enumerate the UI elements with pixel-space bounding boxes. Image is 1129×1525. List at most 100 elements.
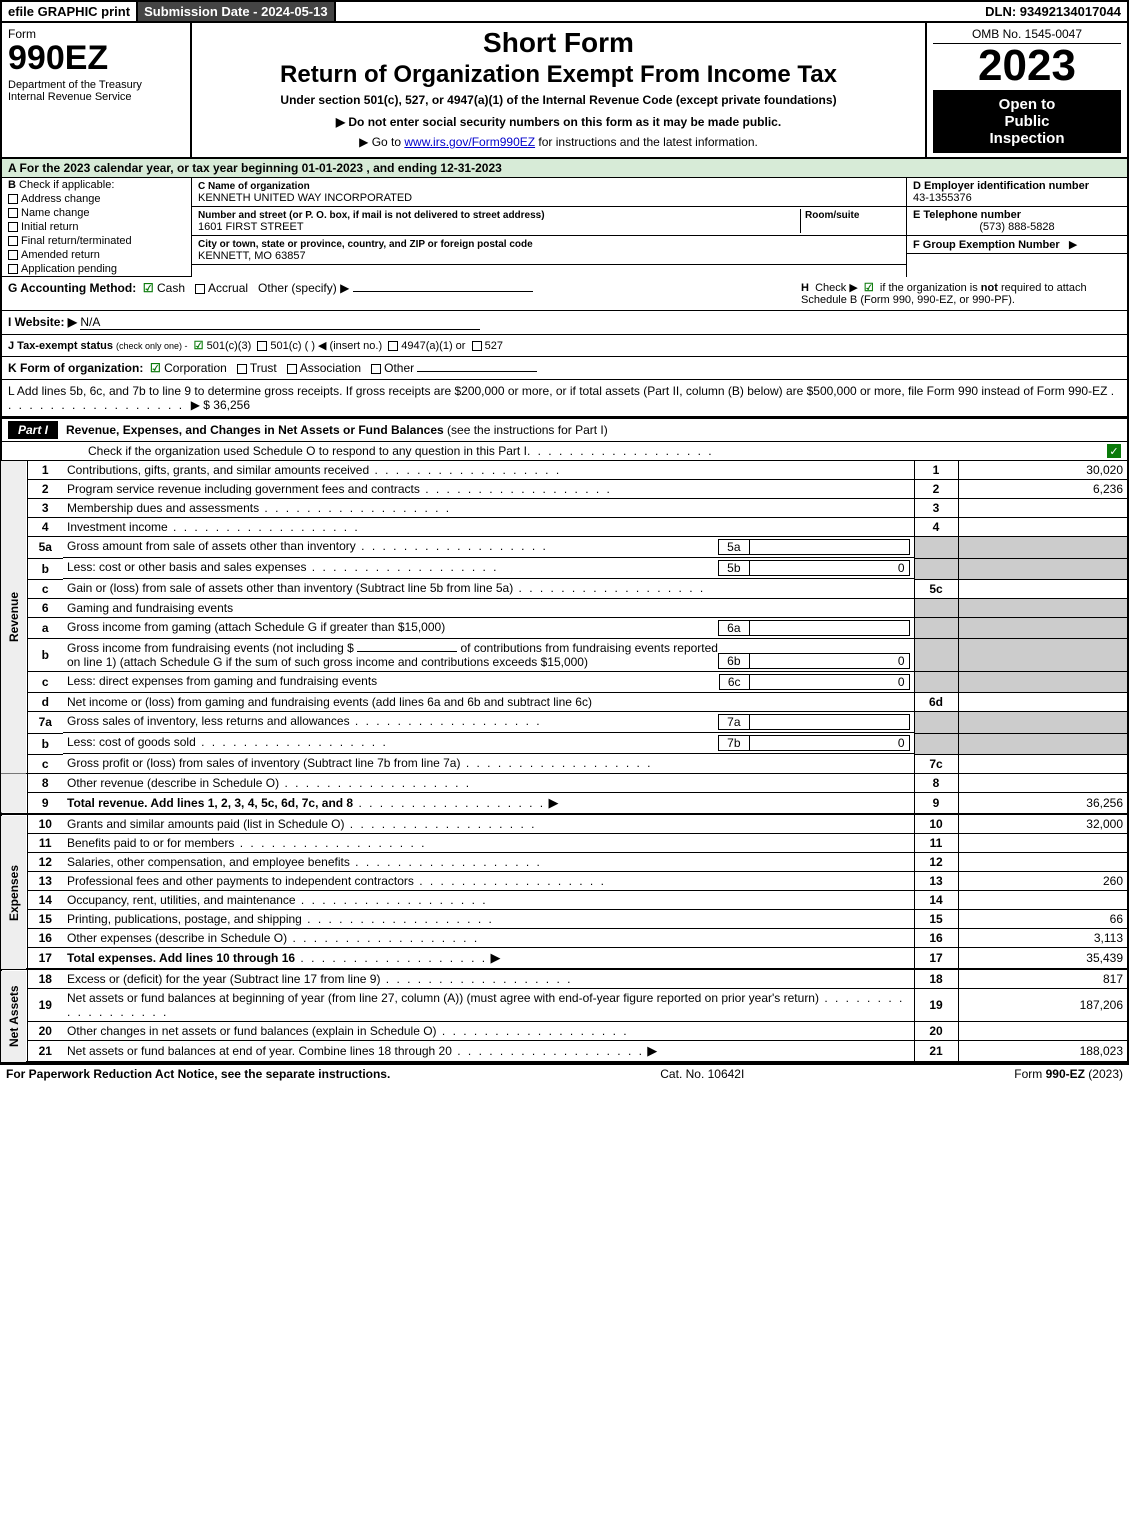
org-city: KENNETT, MO 63857 (198, 250, 306, 262)
expenses-side-label: Expenses (1, 815, 27, 969)
line-amount: 6,236 (958, 480, 1128, 499)
line-a-begin: 01-01-2023 (302, 161, 363, 175)
line-ref: 7c (914, 754, 958, 773)
c-label: C Name of organization (198, 181, 310, 192)
h-text2: if the organization is (880, 282, 981, 294)
line-ref-shaded (914, 733, 958, 754)
open-line1: Open to (935, 96, 1119, 113)
org-name: KENNETH UNITED WAY INCORPORATED (198, 192, 412, 204)
line-num: c (27, 671, 63, 693)
line-ref: 9 (914, 792, 958, 814)
open-to-public-box: Open to Public Inspection (933, 90, 1121, 153)
line-a-prefix: A For the 2023 calendar year, or tax yea… (8, 161, 302, 175)
line-l-block: L Add lines 5b, 6c, and 7b to line 9 to … (0, 380, 1129, 417)
line-num: 9 (27, 792, 63, 814)
ein-value: 43-1355376 (913, 192, 972, 204)
mini-value (750, 620, 910, 636)
checkbox-4947[interactable] (388, 341, 398, 351)
line-amount-shaded (958, 558, 1128, 579)
line-amount: 3,113 (958, 928, 1128, 947)
checkbox-application-pending[interactable] (8, 264, 18, 274)
org-address: 1601 FIRST STREET (198, 221, 304, 233)
checkbox-name-change[interactable] (8, 208, 18, 218)
line-desc: Program service revenue including govern… (67, 482, 420, 496)
k-other-field[interactable] (417, 371, 537, 372)
top-bar: efile GRAPHIC print Submission Date - 20… (0, 0, 1129, 23)
checkbox-amended-return[interactable] (8, 250, 18, 260)
g-accrual: Accrual (208, 281, 248, 295)
schedule-o-checkbox[interactable]: ✓ (1107, 444, 1121, 458)
checkbox-assoc[interactable] (287, 364, 297, 374)
info-grid: B Check if applicable: Address change Na… (0, 178, 1129, 277)
line-a-end: 12-31-2023 (440, 161, 501, 175)
form-ref-year: (2023) (1085, 1067, 1123, 1081)
mini-value: 0 (750, 560, 910, 576)
dots (356, 539, 548, 553)
checkbox-initial-return[interactable] (8, 222, 18, 232)
form-header: Form 990EZ Department of the Treasury In… (0, 23, 1129, 159)
efile-print-button[interactable]: efile GRAPHIC print (2, 2, 138, 21)
b-item-0: Address change (21, 193, 101, 205)
irs-link[interactable]: www.irs.gov/Form990EZ (404, 135, 535, 149)
part-i-label: Part I (8, 421, 58, 439)
j-501c: 501(c) ( ) ◀ (insert no.) (270, 340, 382, 352)
checkbox-address-change[interactable] (8, 194, 18, 204)
mini-label: 6c (719, 674, 750, 690)
form-ref: Form 990-EZ (2023) (1014, 1067, 1123, 1081)
mini-value: 0 (750, 674, 910, 690)
checkbox-501c[interactable] (257, 341, 267, 351)
submission-date-button[interactable]: Submission Date - 2024-05-13 (138, 2, 336, 21)
line-amount (958, 833, 1128, 852)
dots (259, 501, 451, 515)
line-ref: 14 (914, 890, 958, 909)
check-icon: ☑ (143, 281, 154, 295)
l-amount: 36,256 (213, 398, 250, 412)
g-cash: Cash (157, 281, 185, 295)
b-item-4: Amended return (21, 249, 100, 261)
goto-prefix: ▶ Go to (359, 135, 404, 149)
line-ref: 8 (914, 773, 958, 792)
line-ref: 3 (914, 499, 958, 518)
b-item-2: Initial return (21, 221, 78, 233)
j-527: 527 (485, 340, 503, 352)
checkbox-other[interactable] (371, 364, 381, 374)
i-label: I Website: ▶ (8, 315, 77, 329)
line-amount (958, 890, 1128, 909)
checkbox-527[interactable] (472, 341, 482, 351)
part-i-header-row: Part I Revenue, Expenses, and Changes in… (0, 417, 1129, 442)
k-corp: Corporation (164, 361, 227, 375)
dots (168, 520, 360, 534)
line-num: 20 (27, 1021, 63, 1040)
mini-label: 7b (718, 735, 749, 751)
line-ref: 17 (914, 947, 958, 969)
dots (295, 951, 487, 965)
dots (306, 560, 498, 574)
checkbox-final-return[interactable] (8, 236, 18, 246)
line-desc: Net assets or fund balances at beginning… (67, 991, 819, 1005)
line-desc: Salaries, other compensation, and employ… (67, 855, 350, 869)
checkbox-trust[interactable] (237, 364, 247, 374)
line-amount: 36,256 (958, 792, 1128, 814)
line-ref: 10 (914, 815, 958, 834)
b-check-label: Check if applicable: (19, 179, 114, 191)
line-ref-shaded (914, 537, 958, 559)
line-desc-1: Gross income from fundraising events (no… (67, 641, 354, 655)
line-amount: 188,023 (958, 1040, 1128, 1062)
dots (350, 855, 542, 869)
g-other-field[interactable] (353, 291, 533, 292)
line-num: 19 (27, 988, 63, 1021)
tax-year: 2023 (933, 44, 1121, 88)
dots (302, 912, 494, 926)
line-ref: 20 (914, 1021, 958, 1040)
page-footer: For Paperwork Reduction Act Notice, see … (0, 1063, 1129, 1083)
line-desc: Excess or (deficit) for the year (Subtra… (67, 972, 380, 986)
line-amount: 30,020 (958, 461, 1128, 480)
contrib-field[interactable] (357, 651, 457, 652)
line-amount-shaded (958, 639, 1128, 672)
line-amount (958, 773, 1128, 792)
line-amount: 187,206 (958, 988, 1128, 1021)
h-check-text: Check ▶ (815, 282, 858, 294)
checkbox-accrual[interactable] (195, 284, 205, 294)
line-ref-shaded (914, 639, 958, 672)
mini-value (750, 539, 910, 555)
